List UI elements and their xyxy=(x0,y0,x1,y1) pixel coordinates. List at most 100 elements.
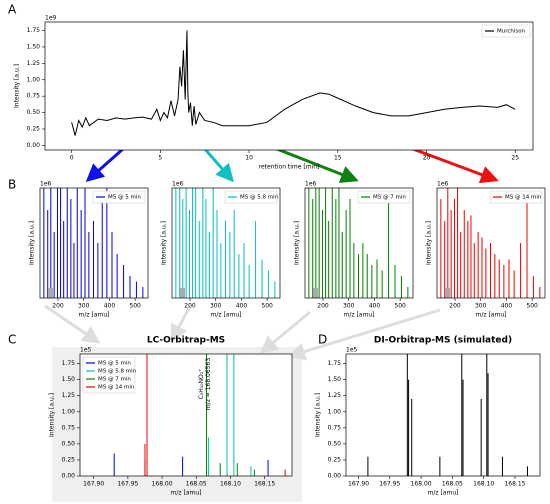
x-axis-label: m/z [amu] xyxy=(476,312,507,319)
legend-label: MS @ 14 min xyxy=(98,385,135,391)
y-tick-label: 0.25 xyxy=(27,125,41,132)
x-tick-label: 167.95 xyxy=(117,481,138,488)
legend-box xyxy=(481,24,531,38)
axes-frame xyxy=(39,187,149,299)
panel-label: C xyxy=(8,333,16,347)
y-axis-label: Intensity [a.u.] xyxy=(315,393,322,437)
x-tick-label: 10 xyxy=(245,155,253,162)
legend-label: MS @ 5 min xyxy=(108,195,141,201)
axis-offset: 1e5 xyxy=(346,347,358,354)
y-axis-label: Intensity [a.u.] xyxy=(49,393,56,437)
x-tick-label: 168.15 xyxy=(504,481,525,488)
y-tick-label: 1.25 xyxy=(62,392,76,399)
y-tick-label: 1.25 xyxy=(328,392,342,399)
arrow xyxy=(170,305,192,343)
x-tick-label: 200 xyxy=(449,303,461,310)
axes-frame xyxy=(436,187,546,299)
x-tick-label: 400 xyxy=(501,303,513,310)
y-axis-label: Intensity [a.u.] xyxy=(29,221,36,265)
panel-title: LC-Orbitrap-MS xyxy=(147,336,225,346)
axis-offset: 1e9 xyxy=(45,15,57,22)
x-axis-label: m/z [amu] xyxy=(428,490,459,497)
x-tick-label: 500 xyxy=(129,303,141,310)
legend-box xyxy=(489,190,543,204)
x-tick-label: 500 xyxy=(526,303,538,310)
x-tick-label: 168.10 xyxy=(473,481,494,488)
x-tick-label: 300 xyxy=(78,303,90,310)
marks xyxy=(308,188,409,298)
y-tick-label: 0.25 xyxy=(328,456,342,463)
x-tick-label: 168.10 xyxy=(220,481,241,488)
y-tick-label: 0.50 xyxy=(328,440,342,447)
legend-label: MS @ 7 min xyxy=(373,195,406,201)
y-tick-label: 0.75 xyxy=(27,93,41,100)
x-tick-label: 20 xyxy=(423,155,431,162)
y-tick-label: 0.75 xyxy=(62,424,76,431)
y-tick-label: 1.50 xyxy=(27,43,41,50)
x-tick-label: 400 xyxy=(104,303,116,310)
marks xyxy=(440,188,541,298)
y-tick-label: 1.00 xyxy=(27,76,41,83)
marks xyxy=(43,188,144,298)
x-tick-label: 5 xyxy=(158,155,162,162)
axis-offset: 1e6 xyxy=(305,181,317,188)
x-axis-label: m/z [amu] xyxy=(211,312,242,319)
legend-label: Murchison xyxy=(497,29,526,35)
arrow xyxy=(287,308,441,361)
plot-area xyxy=(437,188,545,298)
arrow xyxy=(259,310,311,354)
axis-offset: 1e5 xyxy=(80,347,92,354)
axes-frame xyxy=(44,21,534,151)
x-tick-label: 400 xyxy=(369,303,381,310)
axes-frame xyxy=(345,353,541,477)
y-axis-label: Intensity [a.u.] xyxy=(14,64,21,108)
y-tick-label: 0.25 xyxy=(62,456,76,463)
x-tick-label: 168.15 xyxy=(254,481,275,488)
plot-area xyxy=(45,22,533,150)
x-tick-label: 167.90 xyxy=(348,481,369,488)
marks xyxy=(71,30,516,136)
y-tick-label: 0.75 xyxy=(328,424,342,431)
axes-frame xyxy=(304,187,414,299)
x-tick-label: 15 xyxy=(334,155,342,162)
panel-label: A xyxy=(8,3,17,17)
x-axis-label: retention time [min] xyxy=(259,164,320,171)
x-tick-label: 167.95 xyxy=(379,481,400,488)
y-tick-label: 1.50 xyxy=(62,376,76,383)
y-tick-label: 1.75 xyxy=(328,360,342,367)
legend-box xyxy=(92,190,146,204)
axis-offset: 1e6 xyxy=(437,181,449,188)
panel-title: DI-Orbitrap-MS (simulated) xyxy=(374,336,512,346)
legend-box xyxy=(357,190,411,204)
axis-offset: 1e6 xyxy=(172,181,184,188)
marks xyxy=(113,354,286,476)
x-tick-label: 200 xyxy=(184,303,196,310)
x-tick-label: 200 xyxy=(52,303,64,310)
x-tick-label: 300 xyxy=(210,303,222,310)
annotation: m/z = 168.06563 xyxy=(205,358,212,410)
panel-label: D xyxy=(318,333,327,347)
plot-area xyxy=(172,188,280,298)
x-tick-label: 300 xyxy=(343,303,355,310)
marks xyxy=(175,188,276,298)
x-tick-label: 25 xyxy=(511,155,519,162)
y-tick-label: 1.00 xyxy=(328,408,342,415)
x-tick-label: 168.05 xyxy=(442,481,463,488)
y-tick-label: 0.50 xyxy=(62,440,76,447)
x-tick-label: 400 xyxy=(236,303,248,310)
x-tick-label: 500 xyxy=(261,303,273,310)
x-tick-label: 167.90 xyxy=(83,481,104,488)
legend-label: MS @ 5.8 min xyxy=(98,369,137,375)
x-tick-label: 500 xyxy=(394,303,406,310)
x-tick-label: 168.05 xyxy=(186,481,207,488)
x-axis-label: m/z [amu] xyxy=(171,490,202,497)
x-tick-label: 0 xyxy=(70,155,74,162)
panel-label: B xyxy=(8,178,16,192)
x-tick-label: 200 xyxy=(317,303,329,310)
zoom-region xyxy=(313,288,318,298)
y-tick-label: 0.00 xyxy=(328,473,342,480)
x-axis-label: m/z [amu] xyxy=(344,312,375,319)
legend-label: MS @ 7 min xyxy=(98,377,131,383)
line xyxy=(71,30,516,136)
